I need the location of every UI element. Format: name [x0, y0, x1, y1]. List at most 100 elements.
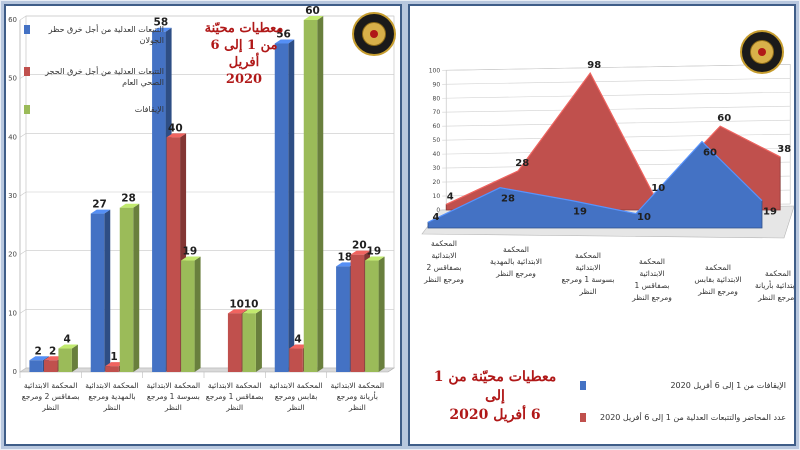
- y-tick-label: 50: [433, 137, 441, 144]
- right-chart-panel: 0 10 20 30 40 50 60 70 80 90 100 4 28 98 10 60 38 4 28 19 10…: [408, 4, 800, 446]
- x-tick-label: النظر: [287, 403, 305, 412]
- legend-swatch: [24, 105, 30, 114]
- right-area-chart: 0 10 20 30 40 50 60 70 80 90 100 4 28 98 10 60 38 4 28 19 10…: [421, 60, 800, 302]
- legend-swatch: [580, 381, 586, 390]
- data-label: 19: [183, 246, 198, 258]
- legend-swatch: [24, 25, 30, 34]
- left-title-line: معطيات محيّنة: [204, 21, 284, 36]
- bar-top: [152, 27, 172, 32]
- data-label: 4: [447, 191, 454, 202]
- data-label: 38: [777, 144, 791, 155]
- y-tick-label: 70: [433, 109, 441, 116]
- x-tick-label: بسوسة 1 ومرجع: [562, 275, 615, 284]
- bar-top: [166, 133, 187, 138]
- x-tick-label: الابتدائية بأريانة: [755, 280, 794, 290]
- bar: [303, 20, 318, 372]
- bar: [166, 137, 181, 372]
- x-tick-label: ومرجع النظر: [697, 287, 738, 296]
- x-tick-label: الابتدائية: [639, 269, 664, 278]
- grid-line: [442, 64, 791, 71]
- data-label: 10: [229, 298, 244, 310]
- x-tick-label: الابتدائية: [431, 251, 456, 260]
- x-tick-label: بصفاقس 1: [635, 281, 670, 290]
- bar-side: [71, 344, 78, 372]
- bar: [289, 348, 303, 372]
- legend-label: الإيقافات: [32, 104, 164, 115]
- bar-top: [303, 16, 324, 20]
- legend-label: التتبعات العدلية من أجل خرق حظر الجولان: [32, 24, 164, 46]
- bar-top: [350, 250, 371, 255]
- x-tick-label: بصفاقس 2 ومرجع: [22, 392, 80, 401]
- bar: [105, 366, 119, 372]
- grid-line: [442, 105, 791, 113]
- bar: [119, 207, 134, 372]
- y-tick-label: 90: [433, 81, 441, 88]
- legend-swatch: [24, 67, 30, 76]
- x-tick-label: المحكمة الابتدائية: [208, 381, 262, 390]
- area-ridge: [445, 71, 781, 205]
- data-label: 1: [110, 351, 117, 363]
- right-title-line: معطيات محيّنة من 1 إلى: [433, 369, 557, 404]
- x-tick-label: بصفاقس 2: [427, 263, 462, 272]
- legend-label: عدد المحاضر والتتبعات العدلية من 1 إلى 6…: [600, 413, 786, 422]
- x-tick-label: النظر: [41, 403, 59, 412]
- data-label: 28: [501, 194, 515, 205]
- x-tick-label: المحكمة: [639, 257, 665, 266]
- emblem-icon: [740, 30, 784, 74]
- bar-top: [119, 203, 140, 208]
- data-label: 56: [276, 28, 291, 40]
- bar-top: [58, 344, 78, 349]
- data-label: 4: [64, 334, 71, 346]
- data-label: 2: [49, 345, 56, 357]
- bar-side: [104, 209, 111, 372]
- data-label: 98: [587, 60, 601, 71]
- bar: [350, 254, 365, 372]
- legend-label: الإيقافات من 1 إلى 6 أفريل 2020: [670, 381, 786, 390]
- bar-top: [29, 356, 49, 361]
- bar-side: [194, 256, 201, 372]
- y-tick-label: 100: [429, 67, 441, 74]
- x-tick-label: المحكمة الابتدائية: [331, 381, 385, 390]
- bar-side: [133, 203, 140, 372]
- y-tick-label: 60: [433, 123, 441, 130]
- data-label: 18: [338, 251, 353, 263]
- bar: [43, 360, 58, 372]
- grid-line: [19, 15, 27, 21]
- bar: [365, 260, 379, 372]
- grid-line: [442, 91, 791, 99]
- x-tick-label: المحكمة: [765, 269, 791, 278]
- grid-line: [442, 77, 791, 85]
- left-title-line: 2020: [225, 72, 263, 87]
- data-label: 20: [352, 240, 367, 252]
- bar: [58, 348, 72, 372]
- grid-line: [19, 133, 27, 138]
- legend-label-line: الإيقافات: [134, 105, 164, 114]
- legend-label-line: التتبعات العدلية من أجل خرق حظر: [48, 25, 164, 34]
- x-tick-label: بالمهدية ومرجع: [88, 392, 135, 401]
- x-tick-label: النظر: [579, 287, 597, 296]
- right-title-line: 6 أفريل 2020: [449, 407, 541, 423]
- bar-top: [181, 256, 201, 261]
- y-tick-label: 40: [433, 151, 441, 158]
- data-label: 60: [717, 113, 731, 124]
- x-tick-label: المحكمة الابتدائية: [85, 381, 139, 390]
- bar: [29, 360, 43, 372]
- data-label: 27: [92, 199, 107, 211]
- bar-side: [255, 309, 262, 372]
- y-tick-label: 10: [433, 193, 441, 200]
- x-tick-label: ومرجع النظر: [631, 293, 672, 302]
- data-label: 60: [305, 6, 320, 17]
- x-tick-label: ومرجع النظر: [423, 275, 464, 284]
- x-tick-label: بأريانة ومرجع: [337, 391, 378, 401]
- x-tick-label: ومرجع النظر: [495, 269, 536, 278]
- data-label: 10: [244, 298, 259, 310]
- x-tick-label: الابتدائية بالمهدية: [490, 257, 542, 266]
- y-tick-label: 20: [8, 251, 17, 259]
- data-label: 4: [294, 334, 301, 346]
- data-label: 19: [573, 207, 587, 218]
- bar: [336, 266, 350, 372]
- data-label: 10: [651, 183, 665, 194]
- x-tick-label: النظر: [164, 403, 182, 412]
- y-tick-label: 30: [8, 192, 17, 200]
